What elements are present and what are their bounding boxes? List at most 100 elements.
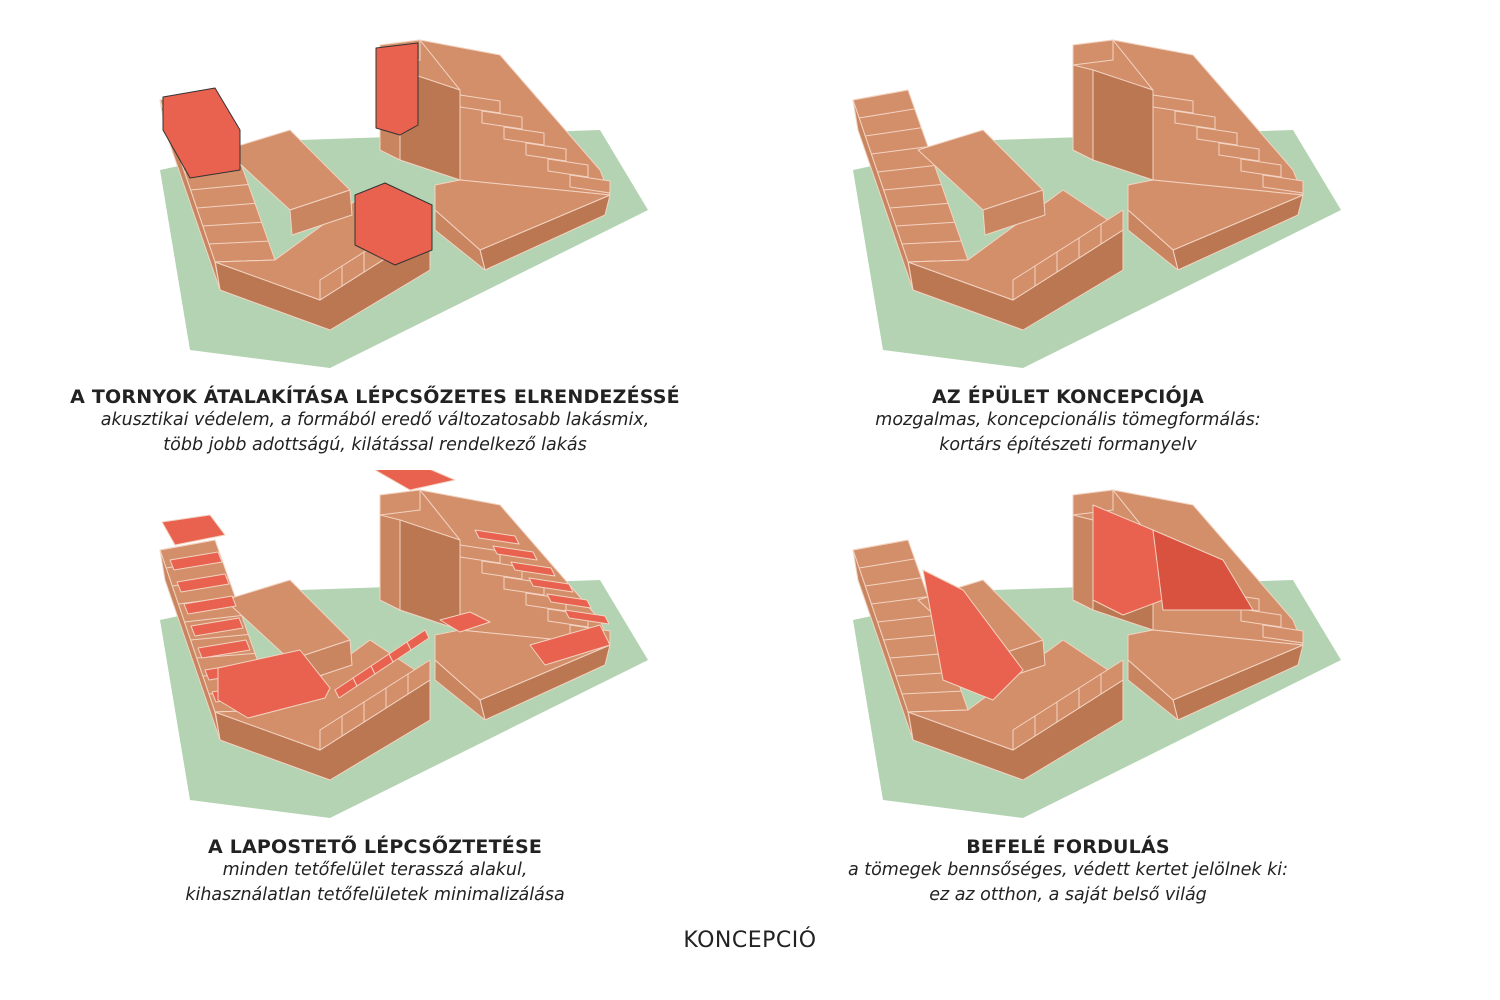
stair-step-line — [859, 558, 915, 569]
stair-step — [1100, 659, 1124, 695]
caption-title: AZ ÉPÜLET KONCEPCIÓJA — [932, 386, 1204, 408]
stair-step-line — [190, 183, 249, 191]
stair-step — [569, 174, 611, 194]
roof-terrace — [546, 593, 592, 609]
stair-step-line — [190, 633, 249, 641]
concept-panel-towers: A TORNYOK ÁTALAKÍTÁSA LÉPCSŐZETES ELREND… — [0, 0, 750, 470]
wing-bottom-top — [907, 189, 1124, 301]
roof-terrace — [197, 639, 251, 659]
stair-step — [407, 659, 431, 695]
stair-step — [1240, 608, 1282, 628]
tower-face — [399, 519, 461, 631]
concept-panel-inward: BEFELÉ FORDULÁS a tömegek bennsőséges, v… — [693, 470, 1443, 940]
caption: A LAPOSTETŐ LÉPCSŐZTETÉSE minden tetőfel… — [0, 836, 750, 908]
stair-step — [1240, 158, 1282, 178]
caption: AZ ÉPÜLET KONCEPCIÓJA mozgalmas, koncepc… — [693, 386, 1443, 458]
wing-inner-side — [982, 189, 1046, 236]
stair-step-line — [865, 127, 922, 137]
tower-face — [1092, 69, 1154, 181]
stair-step-line — [852, 89, 909, 101]
tower-highlight-left — [162, 87, 241, 179]
tower-side — [379, 514, 401, 611]
roof-terrace — [406, 629, 430, 651]
massing-diagram-towers — [159, 39, 648, 368]
highlight-roofs — [161, 470, 611, 719]
stair-step — [503, 126, 545, 146]
stair-step-line — [901, 240, 962, 245]
inner-facade-highlight — [1152, 529, 1254, 611]
concept-panel-building: AZ ÉPÜLET KONCEPCIÓJA mozgalmas, koncepc… — [693, 0, 1443, 470]
stair-step-line — [877, 165, 935, 173]
caption-line-2: ez az otthon, a saját belső világ — [929, 885, 1207, 905]
massing-diagram-inward — [852, 489, 1341, 818]
caption-line-1: a tömegek bennsőséges, védett kertet jel… — [847, 860, 1289, 880]
wing-right-side — [434, 659, 486, 721]
tower-highlight-center — [375, 42, 419, 136]
roof-terrace — [176, 573, 230, 593]
tower-side — [1072, 64, 1094, 161]
stair-step-line — [852, 539, 909, 551]
stair-step-line — [883, 183, 942, 191]
building-mass-right — [1072, 39, 1304, 271]
stair-step — [1196, 126, 1238, 146]
wing-right-side — [434, 209, 486, 271]
stair-step — [1218, 142, 1260, 162]
roof-terrace — [183, 595, 237, 615]
caption-title: BEFELÉ FORDULÁS — [966, 836, 1170, 858]
inner-facade-highlight — [1092, 504, 1164, 616]
roof-terrace — [169, 551, 223, 571]
stair-step-line — [901, 690, 962, 695]
roof-terrace — [510, 561, 556, 577]
caption-title: A LAPOSTETŐ LÉPCSŐZTETÉSE — [207, 836, 543, 858]
massing-diagram-building — [852, 39, 1341, 368]
highlight-inner-facades — [922, 504, 1254, 701]
stair-step — [481, 560, 523, 580]
stair-step — [1100, 209, 1124, 245]
building-mass-right — [379, 489, 611, 721]
stair-step — [459, 544, 501, 564]
roof-terrace — [161, 514, 226, 546]
caption-line-1: mozgalmas, koncepcionális tömegformálás: — [875, 410, 1261, 430]
tower-roof — [379, 489, 421, 516]
stair-step — [1152, 94, 1194, 114]
tower-side — [1072, 514, 1094, 611]
roof-terrace — [474, 529, 520, 545]
roof-terrace — [528, 577, 574, 593]
caption-line-2: kihasználatlan tetőfelületek minimalizál… — [185, 885, 565, 905]
stair-step-line — [889, 202, 949, 209]
stair-step-line — [871, 596, 929, 605]
roof-terrace — [492, 545, 538, 561]
stair-step-line — [208, 240, 269, 245]
roof-terrace — [217, 649, 331, 719]
concept-panel-roofs: A LAPOSTETŐ LÉPCSŐZTETÉSE minden tetőfel… — [0, 470, 750, 940]
stair-step — [481, 110, 523, 130]
caption-line-2: több jobb adottságú, kilátással rendelke… — [163, 435, 587, 455]
caption-line-1: minden tetőfelület terasszá alakul, — [222, 860, 528, 880]
stair-step-line — [859, 108, 915, 119]
caption-line-2: kortárs építészeti formanyelv — [939, 435, 1197, 455]
stair-step — [1262, 624, 1304, 644]
stair-step — [459, 94, 501, 114]
stair-step-line — [895, 221, 955, 227]
wing-bottom-top — [907, 639, 1124, 751]
stair-step-line — [871, 146, 929, 155]
stair-step-line — [196, 202, 256, 209]
stair-step-line — [159, 539, 216, 551]
wing-right-side — [1127, 209, 1179, 271]
massing-diagram-roofs — [159, 470, 648, 818]
caption: BEFELÉ FORDULÁS a tömegek bennsőséges, v… — [693, 836, 1443, 908]
roof-terrace — [374, 470, 456, 491]
inner-facade-highlight — [922, 569, 1024, 701]
roof-terrace — [439, 611, 491, 633]
stair-step-line — [883, 633, 942, 641]
stair-step-line — [877, 615, 935, 623]
stair-step — [1174, 110, 1216, 130]
stair-step-line — [202, 221, 262, 227]
caption-title: A TORNYOK ÁTALAKÍTÁSA LÉPCSŐZETES ELREND… — [70, 386, 680, 408]
footer-title: KONCEPCIÓ — [683, 928, 817, 953]
stair-step — [1262, 174, 1304, 194]
wing-right-lower — [1127, 179, 1304, 251]
tower-highlight-bottom — [354, 182, 433, 266]
stair-step-line — [184, 615, 242, 623]
wing-right-lower — [1127, 629, 1304, 701]
